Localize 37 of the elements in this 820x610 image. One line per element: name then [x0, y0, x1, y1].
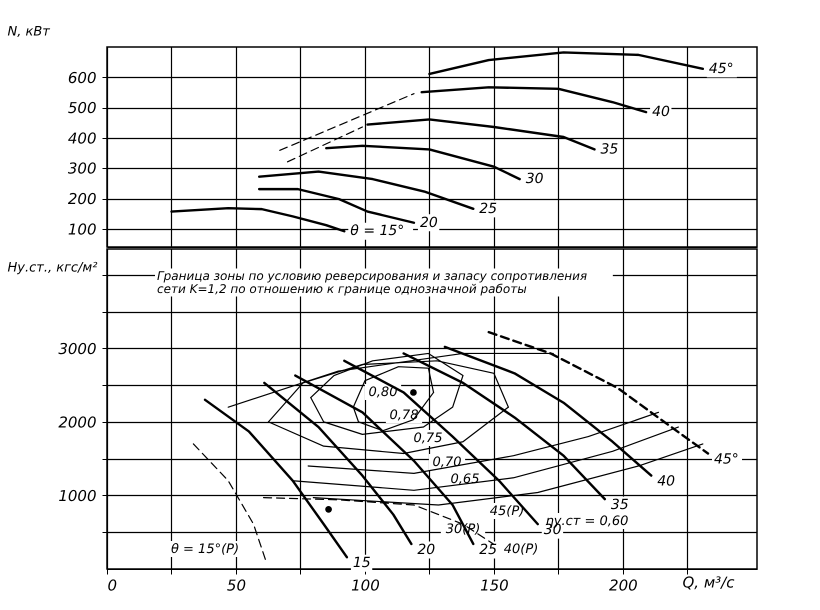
series-label: 40: [652, 104, 670, 120]
annotation: θ = 15°(P): [170, 542, 240, 557]
annotation: 0,65: [450, 472, 480, 487]
series-label: 40: [657, 474, 676, 490]
series-label: 25: [479, 542, 498, 558]
annotation: 0,75: [414, 431, 442, 446]
y-tick-label: 1000: [58, 486, 96, 505]
y-axis-title: N, кВт: [8, 24, 50, 40]
series-label: 35: [610, 497, 629, 514]
x-tick-label: 150: [480, 576, 509, 594]
series-label: 20: [417, 542, 436, 558]
series-label: 25: [479, 200, 498, 217]
y-tick-label: 500: [68, 99, 96, 118]
x-tick-label: 200: [609, 576, 638, 594]
x-axis-title: Q, м³/с: [682, 574, 736, 592]
series-label: θ = 15°: [350, 223, 404, 240]
series-label: 35: [600, 141, 618, 158]
y-tick-label: 100: [68, 220, 96, 238]
y-axis-title: Hу.ст., кгс/м²: [8, 260, 98, 276]
series-label: 30: [526, 171, 544, 188]
y-tick-label: 400: [68, 129, 96, 148]
x-tick-label: 0: [108, 576, 118, 594]
y-tick-label: 3000: [58, 340, 96, 358]
annotation: Граница зоны по условию реверсирования и запасу сопротивления сети K=1,2 по отношению к границе однозначной работы: [157, 269, 588, 296]
series-label: 20: [420, 214, 438, 231]
series-label: 45°: [714, 452, 739, 468]
x-tick-label: 50: [226, 576, 246, 594]
x-tick-label: 100: [351, 576, 380, 594]
annotation: 40(P): [504, 542, 538, 557]
y-tick-label: 300: [68, 160, 96, 178]
y-tick-label: 2000: [58, 413, 96, 432]
series-label: 15: [352, 555, 371, 572]
annotation: 45(P): [490, 504, 524, 519]
y-tick-label: 200: [68, 190, 96, 208]
annotation: 0,70: [432, 455, 462, 470]
series-label: 45°: [708, 60, 734, 77]
y-tick-label: 600: [68, 68, 96, 87]
